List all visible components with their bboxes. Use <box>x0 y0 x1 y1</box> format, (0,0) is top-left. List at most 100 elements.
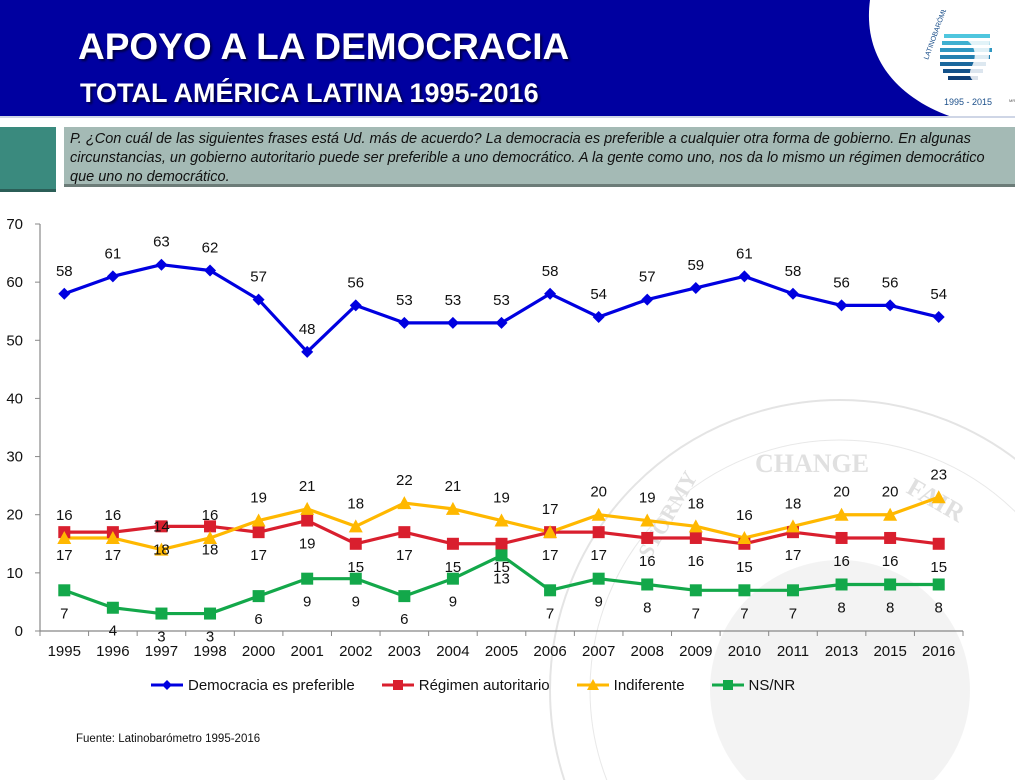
data-point-ns-nr <box>592 572 605 585</box>
data-label-democracia-es-preferible: 53 <box>396 292 413 309</box>
data-label-indiferente: 16 <box>736 507 753 524</box>
logo-mark: MR <box>1009 98 1015 103</box>
data-label-ns-nr: 8 <box>935 599 943 616</box>
data-point-indiferente <box>543 525 558 539</box>
data-point-ns-nr <box>349 572 362 585</box>
data-label-regimen-autoritario: 17 <box>785 547 802 564</box>
data-point-democracia-es-preferible <box>106 270 119 283</box>
data-point-indiferente <box>57 530 72 544</box>
data-label-ns-nr: 6 <box>254 611 262 628</box>
data-label-indiferente: 18 <box>785 495 802 512</box>
data-point-regimen-autoritario <box>155 520 168 533</box>
data-label-indiferente: 18 <box>347 495 364 512</box>
legend-label: Democracia es preferible <box>188 676 355 694</box>
y-tick-label: 30 <box>6 449 23 466</box>
data-label-ns-nr: 3 <box>157 629 165 646</box>
data-point-ns-nr <box>544 584 557 597</box>
data-point-democracia-es-preferible <box>641 293 654 306</box>
data-point-indiferente <box>494 513 509 527</box>
data-point-ns-nr <box>786 584 799 597</box>
svg-text:CHANGE: CHANGE <box>755 449 869 478</box>
data-label-regimen-autoritario: 15 <box>736 559 753 576</box>
x-tick-label: 2004 <box>436 643 469 660</box>
legend-item-regimen-autoritario: Régimen autoritario <box>381 677 550 694</box>
data-label-indiferente: 19 <box>639 490 656 507</box>
x-tick-label: 2009 <box>679 643 712 660</box>
data-point-democracia-es-preferible <box>58 287 71 300</box>
legend-swatch-democracia-es-preferible-icon <box>151 680 183 690</box>
data-label-regimen-autoritario: 16 <box>882 553 899 570</box>
source-note: Fuente: Latinobarómetro 1995-2016 <box>76 733 261 745</box>
data-label-democracia-es-preferible: 53 <box>445 292 462 309</box>
data-label-ns-nr: 9 <box>352 594 360 611</box>
data-label-ns-nr: 8 <box>643 599 651 616</box>
data-label-ns-nr: 7 <box>692 605 700 622</box>
data-label-democracia-es-preferible: 63 <box>153 234 170 251</box>
data-point-ns-nr <box>641 578 654 591</box>
data-label-regimen-autoritario: 15 <box>347 559 364 576</box>
data-label-ns-nr: 9 <box>303 594 311 611</box>
data-point-regimen-autoritario <box>932 537 945 550</box>
data-label-regimen-autoritario: 17 <box>56 547 73 564</box>
data-label-democracia-es-preferible: 56 <box>882 274 899 291</box>
data-point-democracia-es-preferible <box>738 270 751 283</box>
data-point-democracia-es-preferible <box>301 345 314 358</box>
barometer-watermark-icon: CHANGE FAIR STORMY <box>549 399 1015 780</box>
data-label-indiferente: 20 <box>833 484 850 501</box>
data-point-democracia-es-preferible <box>398 316 411 329</box>
logo-stripes <box>940 34 992 80</box>
data-label-indiferente: 21 <box>445 478 462 495</box>
data-point-indiferente <box>397 496 412 510</box>
data-label-regimen-autoritario: 16 <box>833 553 850 570</box>
data-label-ns-nr: 8 <box>837 599 845 616</box>
data-label-ns-nr: 4 <box>109 623 117 640</box>
data-point-democracia-es-preferible <box>884 299 897 312</box>
data-point-indiferente <box>251 513 266 527</box>
data-point-indiferente <box>785 519 800 533</box>
x-tick-label: 2002 <box>339 643 372 660</box>
data-label-ns-nr: 13 <box>493 570 510 587</box>
data-label-ns-nr: 9 <box>594 594 602 611</box>
data-label-regimen-autoritario: 17 <box>105 547 122 564</box>
data-point-indiferente <box>105 530 120 544</box>
page-title: APOYO A LA DEMOCRACIA <box>78 26 570 67</box>
survey-question: P. ¿Con cuál de las siguientes frases es… <box>64 127 1015 187</box>
data-label-regimen-autoritario: 17 <box>542 547 559 564</box>
data-point-ns-nr <box>884 578 897 591</box>
data-point-indiferente <box>688 519 703 533</box>
data-point-regimen-autoritario <box>301 514 314 527</box>
data-point-ns-nr <box>689 584 702 597</box>
data-label-regimen-autoritario: 19 <box>299 536 316 553</box>
data-label-indiferente: 23 <box>930 466 947 483</box>
data-point-indiferente <box>883 507 898 521</box>
data-point-regimen-autoritario <box>641 531 654 544</box>
data-label-ns-nr: 7 <box>546 605 554 622</box>
x-tick-label: 2001 <box>290 643 323 660</box>
data-point-indiferente <box>931 490 946 504</box>
data-label-regimen-autoritario: 17 <box>250 547 267 564</box>
data-point-democracia-es-preferible <box>495 316 508 329</box>
series-markers <box>57 258 946 620</box>
data-point-regimen-autoritario <box>349 537 362 550</box>
x-tick-label: 1995 <box>48 643 81 660</box>
latinobarometro-logo-icon: 1995 - 2015 LATINOBARÓMETRO MR <box>921 10 1015 107</box>
data-point-ns-nr <box>155 607 168 620</box>
legend-label: Régimen autoritario <box>418 676 550 694</box>
data-label-regimen-autoritario: 17 <box>396 547 413 564</box>
data-point-indiferente <box>591 507 606 521</box>
data-label-indiferente: 19 <box>250 490 267 507</box>
data-point-indiferente <box>348 519 363 533</box>
y-tick-label: 10 <box>6 565 23 582</box>
data-label-democracia-es-preferible: 58 <box>542 263 559 280</box>
data-point-ns-nr <box>835 578 848 591</box>
x-tick-label: 1997 <box>145 643 178 660</box>
data-label-regimen-autoritario: 16 <box>639 553 656 570</box>
data-label-democracia-es-preferible: 56 <box>347 274 364 291</box>
legend-marker <box>586 679 599 690</box>
data-point-ns-nr <box>204 607 217 620</box>
data-point-indiferente <box>445 501 460 515</box>
x-tick-label: 2016 <box>922 643 955 660</box>
data-label-indiferente: 14 <box>153 519 170 536</box>
data-label-indiferente: 22 <box>396 472 413 489</box>
